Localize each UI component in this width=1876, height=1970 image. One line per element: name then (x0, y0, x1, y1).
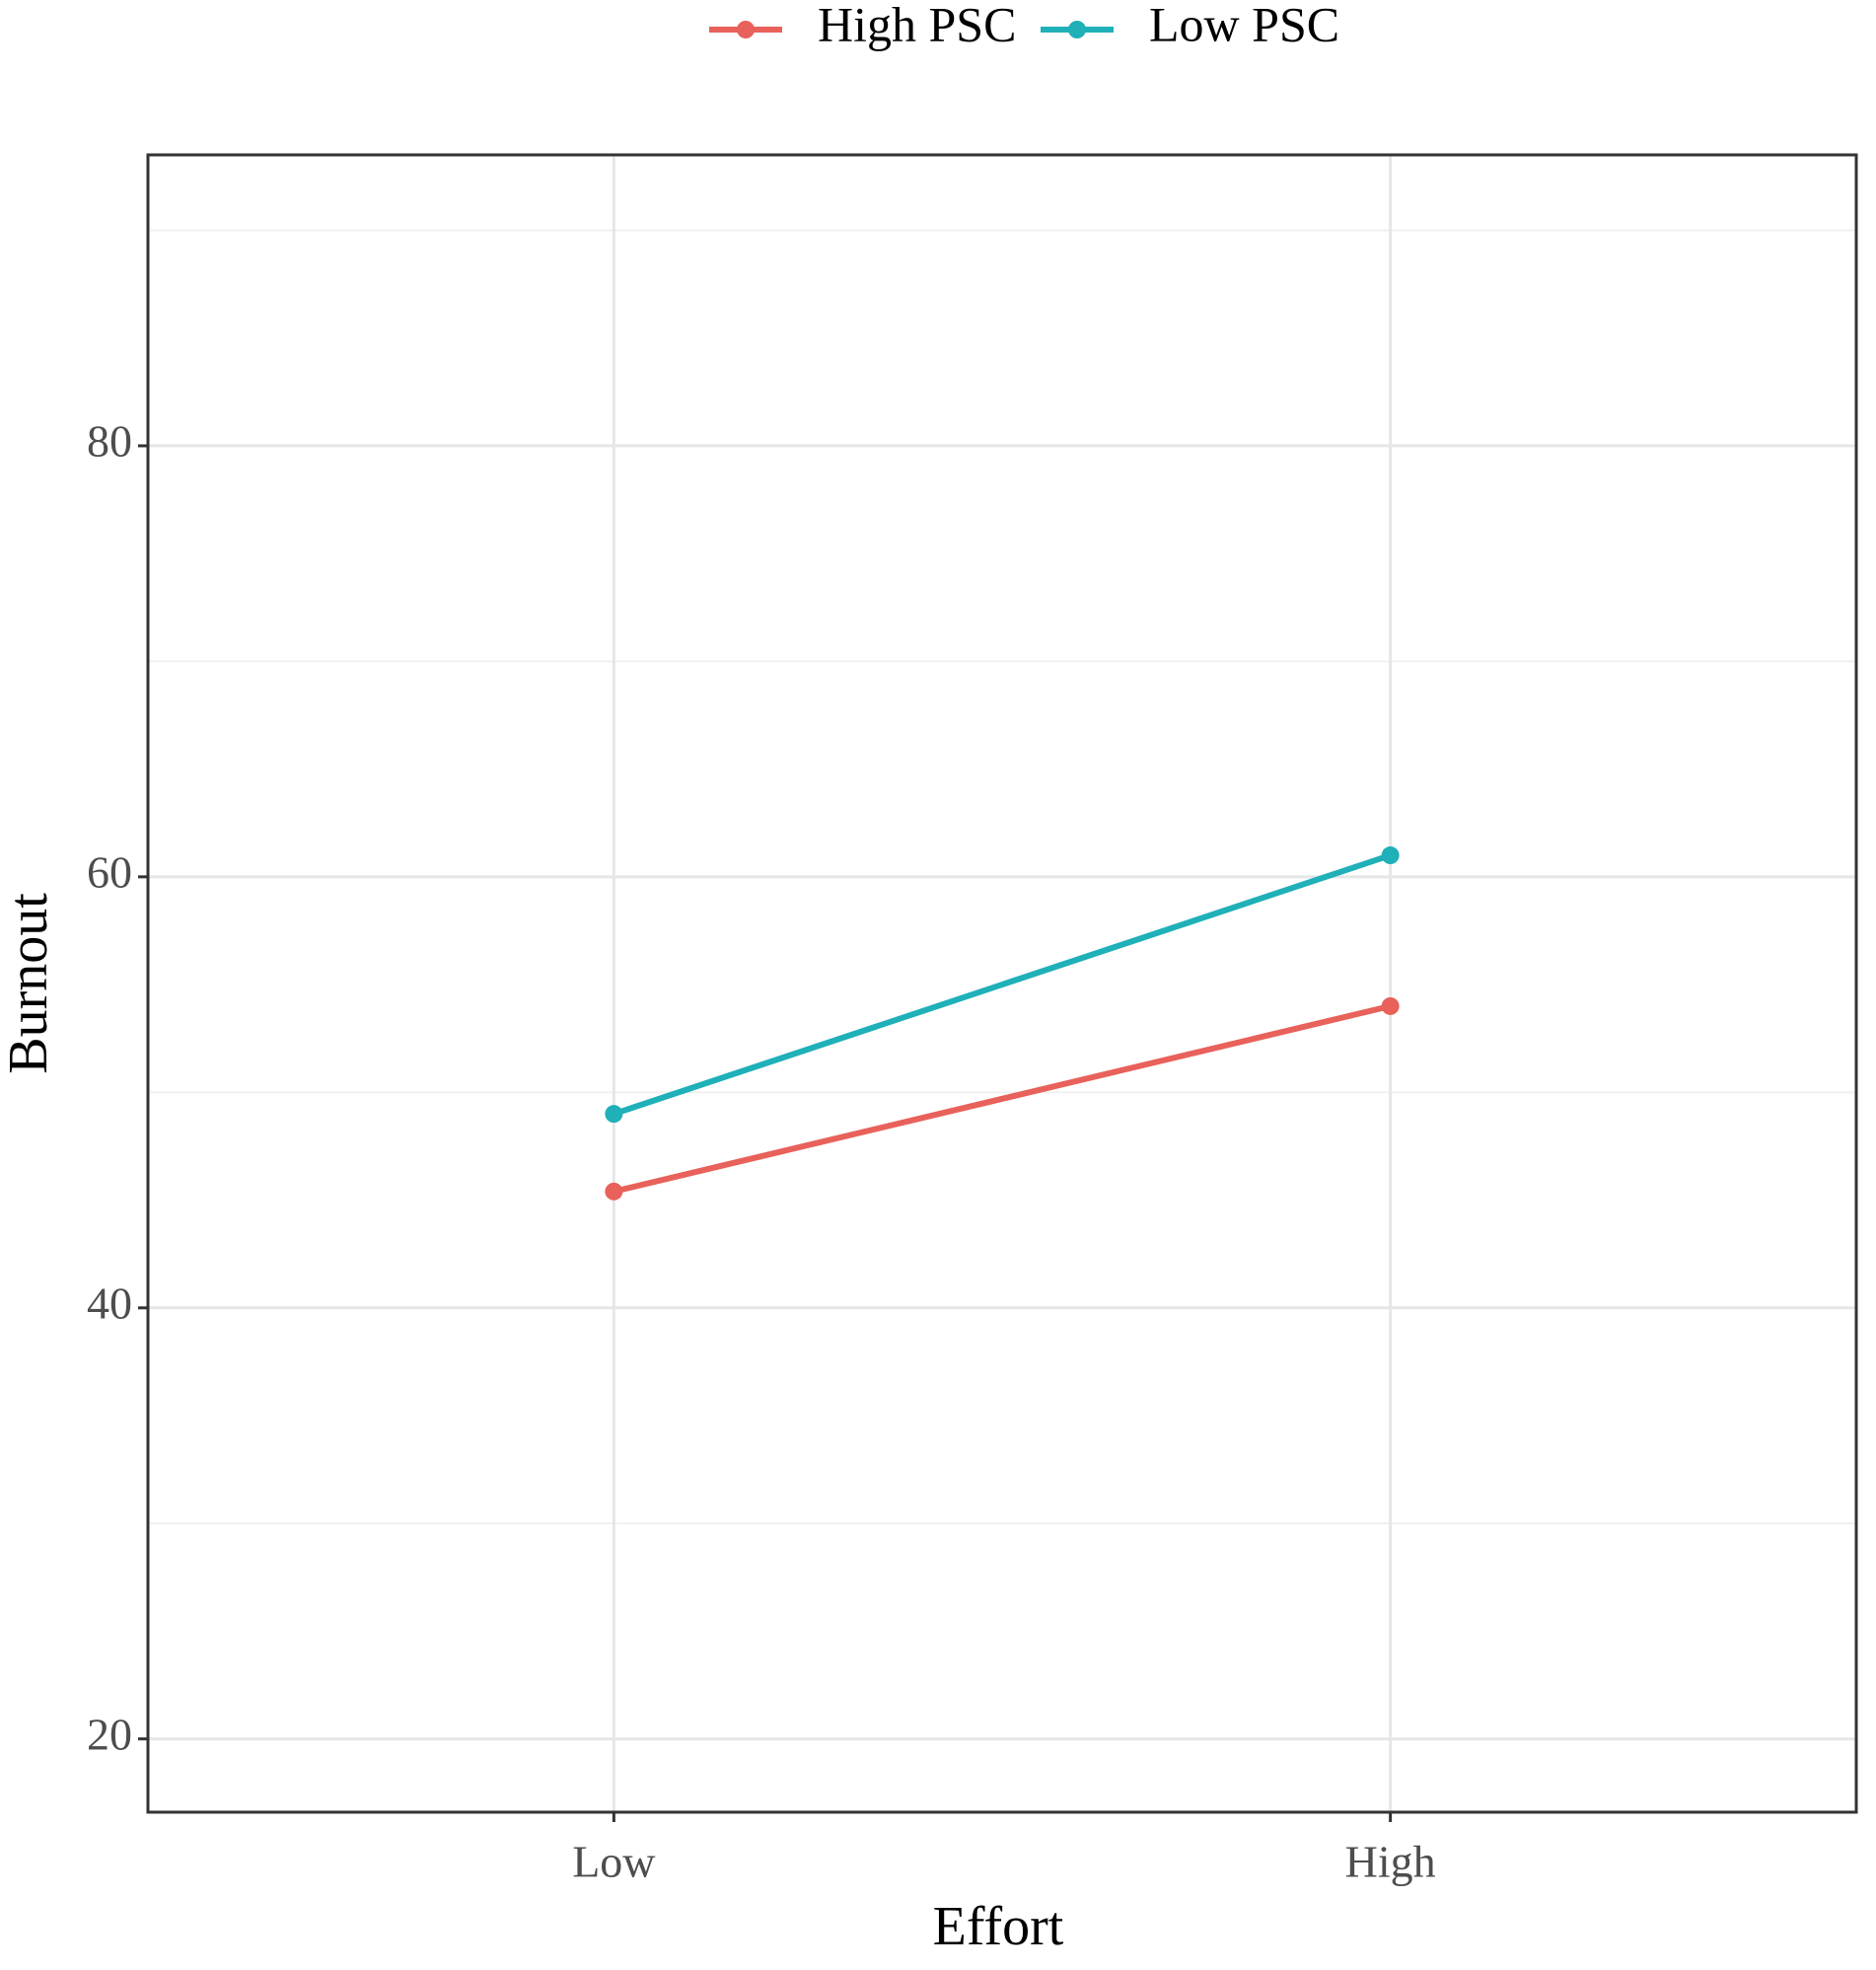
series-line (613, 852, 1392, 1118)
y-axis-title: Burnout (0, 893, 59, 1074)
point (1381, 996, 1400, 1015)
legend-point (737, 21, 755, 38)
x-axis-title: Effort (933, 1896, 1064, 1957)
point (605, 1182, 623, 1201)
point (605, 1105, 623, 1124)
y-tick-label: 40 (87, 1277, 132, 1328)
legend-point (1068, 21, 1086, 38)
x-tick-label: High (1345, 1837, 1436, 1887)
y-tick-label: 80 (87, 415, 132, 466)
y-tick-label: 20 (87, 1709, 132, 1759)
legend-label: Low PSC (1149, 0, 1339, 51)
x-tick-label: Low (572, 1837, 656, 1887)
y-tick-label: 60 (87, 846, 132, 897)
point (1381, 846, 1400, 865)
series-line (613, 1003, 1392, 1195)
plot-border (146, 153, 1858, 1814)
legend-label: High PSC (818, 0, 1016, 51)
